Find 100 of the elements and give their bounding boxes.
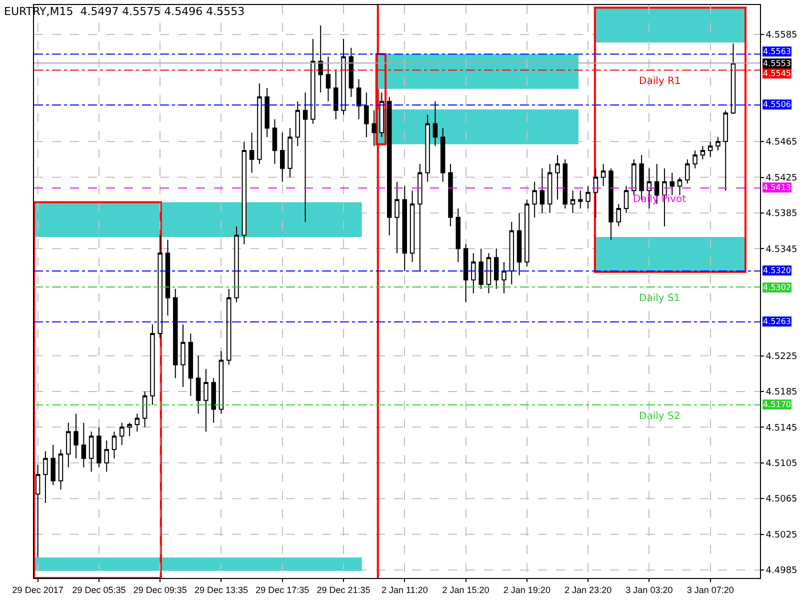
y-tick-label: 4.5345 (766, 244, 798, 255)
x-tick-label: 2 Jan 23:20 (564, 584, 612, 595)
candlestick (150, 324, 155, 406)
candlestick (386, 96, 392, 236)
candlestick (218, 350, 224, 414)
ref-line-label: 4.5320 (763, 266, 791, 275)
candlestick (516, 212, 522, 276)
candlestick (608, 168, 614, 240)
candlestick (88, 431, 94, 472)
candlestick (104, 440, 109, 472)
candlestick (448, 163, 453, 227)
candlestick (478, 248, 484, 290)
candlestick (632, 158, 636, 196)
candlestick (494, 248, 499, 290)
candlestick (555, 154, 560, 200)
candlestick (532, 181, 537, 218)
candlestick (134, 413, 140, 432)
candlestick (402, 186, 408, 272)
candlestick (326, 56, 331, 102)
candlestick (570, 190, 576, 214)
candlestick (708, 141, 713, 158)
candlestick (280, 132, 285, 182)
candlestick (257, 83, 262, 164)
candlestick (600, 163, 606, 187)
candlestick (348, 47, 354, 98)
candlestick (66, 422, 71, 468)
candlestick (593, 168, 598, 218)
x-tick-label: 29 Dec 21:35 (316, 584, 370, 595)
candlestick (204, 368, 208, 432)
y-tick-label: 4.5185 (766, 388, 798, 398)
candlestick (586, 186, 590, 209)
candlestick (524, 199, 530, 268)
ref-line-label: 4.5170 (763, 400, 791, 409)
candlestick (333, 70, 338, 120)
ref-line-label: 4.5506 (763, 100, 791, 109)
x-tick-label: 3 Jan 03:20 (626, 584, 673, 595)
x-tick-label: 29 Dec 13:35 (194, 584, 248, 595)
candlestick (364, 92, 369, 138)
candlestick (58, 448, 64, 490)
candlestick (730, 42, 736, 114)
candlestick (302, 92, 308, 222)
candlestick (74, 413, 78, 459)
x-tick-label: 29 Dec 17:35 (256, 584, 310, 595)
candlestick (463, 244, 468, 303)
candlestick (50, 444, 56, 486)
annotation: Daily R1 (639, 76, 681, 87)
candlestick (310, 38, 316, 124)
y-tick-label: 4.5585 (766, 30, 798, 41)
x-tick-label: 3 Jan 07:20 (686, 584, 734, 595)
candlestick (562, 158, 568, 209)
annotation: Daily S1 (639, 293, 680, 304)
candlestick (394, 181, 400, 254)
candlestick (173, 288, 178, 379)
candlestick (142, 390, 148, 428)
candlestick (234, 226, 239, 303)
candlestick (127, 422, 132, 437)
candlestick (486, 252, 492, 294)
y-tick-label: 4.5385 (766, 209, 798, 220)
candlestick (502, 262, 506, 294)
ref-line-label: 4.5553 (763, 59, 791, 68)
candlestick (692, 150, 698, 169)
candlestick (716, 136, 720, 151)
ref-line-label: 4.5413 (763, 183, 791, 192)
candlestick (81, 422, 86, 468)
ref-line-label: 4.5302 (763, 283, 791, 292)
candlestick (272, 118, 278, 164)
x-tick-label: 29 Dec 2017 (12, 584, 64, 595)
y-tick-label: 4.5425 (766, 173, 798, 184)
candlestick (264, 88, 270, 138)
candlestick (249, 132, 254, 174)
candlestick (341, 38, 346, 116)
candlestick (677, 176, 682, 196)
y-tick-label: 4.5065 (766, 494, 798, 505)
y-tick-label: 4.5105 (766, 459, 798, 470)
annotation: Daily S2 (639, 411, 680, 422)
candlestick (456, 208, 461, 263)
candlestick (379, 92, 384, 138)
y-tick-label: 4.5025 (766, 530, 798, 540)
candlestick (226, 288, 232, 366)
candlestick (288, 128, 292, 178)
y-tick-label: 4.5465 (766, 138, 798, 148)
ref-line-label: 4.5263 (763, 317, 791, 326)
candlestick (318, 25, 323, 93)
candlestick (540, 168, 545, 214)
candlestick (295, 100, 300, 147)
candlestick (432, 100, 438, 147)
candlestick (242, 141, 247, 245)
candlestick (196, 355, 201, 414)
candlestick (723, 110, 728, 192)
y-tick-label: 4.5145 (766, 423, 798, 434)
candlestick (188, 332, 194, 396)
candlestick (418, 163, 422, 272)
candlestick (440, 128, 446, 182)
candlestick (158, 234, 162, 338)
candlestick (120, 422, 124, 446)
ref-line-label: 4.5563 (763, 47, 791, 56)
candlestick (372, 110, 376, 147)
y-tick-label: 4.5225 (766, 352, 798, 362)
candlestick (624, 186, 629, 214)
candlestick (165, 239, 170, 316)
